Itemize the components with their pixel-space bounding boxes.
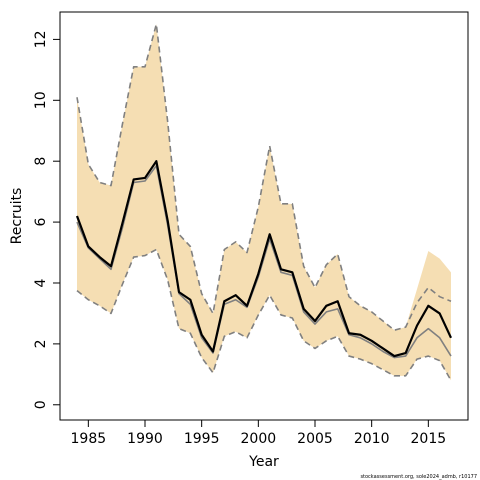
x-tick-label: 2010 bbox=[354, 431, 390, 447]
series-lines-layer bbox=[75, 23, 452, 381]
y-tick-label: 0 bbox=[33, 400, 49, 409]
y-tick-label: 2 bbox=[33, 339, 49, 348]
confidence-band bbox=[77, 24, 451, 381]
y-axis-title: Recruits bbox=[9, 188, 25, 245]
series-line-lower-bound bbox=[76, 248, 452, 381]
y-tick-label: 4 bbox=[33, 278, 49, 287]
x-tick-label: 2005 bbox=[297, 431, 333, 447]
y-tick-label: 8 bbox=[33, 157, 49, 166]
x-axis-title: Year bbox=[248, 454, 279, 470]
y-tick-label: 10 bbox=[33, 91, 49, 109]
x-tick-label: 2000 bbox=[241, 431, 277, 447]
x-tick-label: 1985 bbox=[71, 431, 107, 447]
y-axis: 0 2 4 6 8 10 12 bbox=[33, 30, 61, 409]
y-tick-label: 12 bbox=[33, 30, 49, 48]
x-tick-label: 1990 bbox=[127, 431, 163, 447]
series-line-upper-bound bbox=[76, 23, 452, 331]
series-line-estimate bbox=[75, 160, 452, 358]
x-tick-label: 2015 bbox=[411, 431, 447, 447]
x-axis: 1985 1990 1995 2000 2005 2010 2015 bbox=[71, 419, 447, 447]
source-footnote: stockassessment.org, sole2024_admb, r101… bbox=[360, 474, 477, 480]
confidence-band-layer bbox=[77, 24, 451, 381]
x-tick-label: 1995 bbox=[184, 431, 220, 447]
y-tick-label: 6 bbox=[33, 218, 49, 227]
